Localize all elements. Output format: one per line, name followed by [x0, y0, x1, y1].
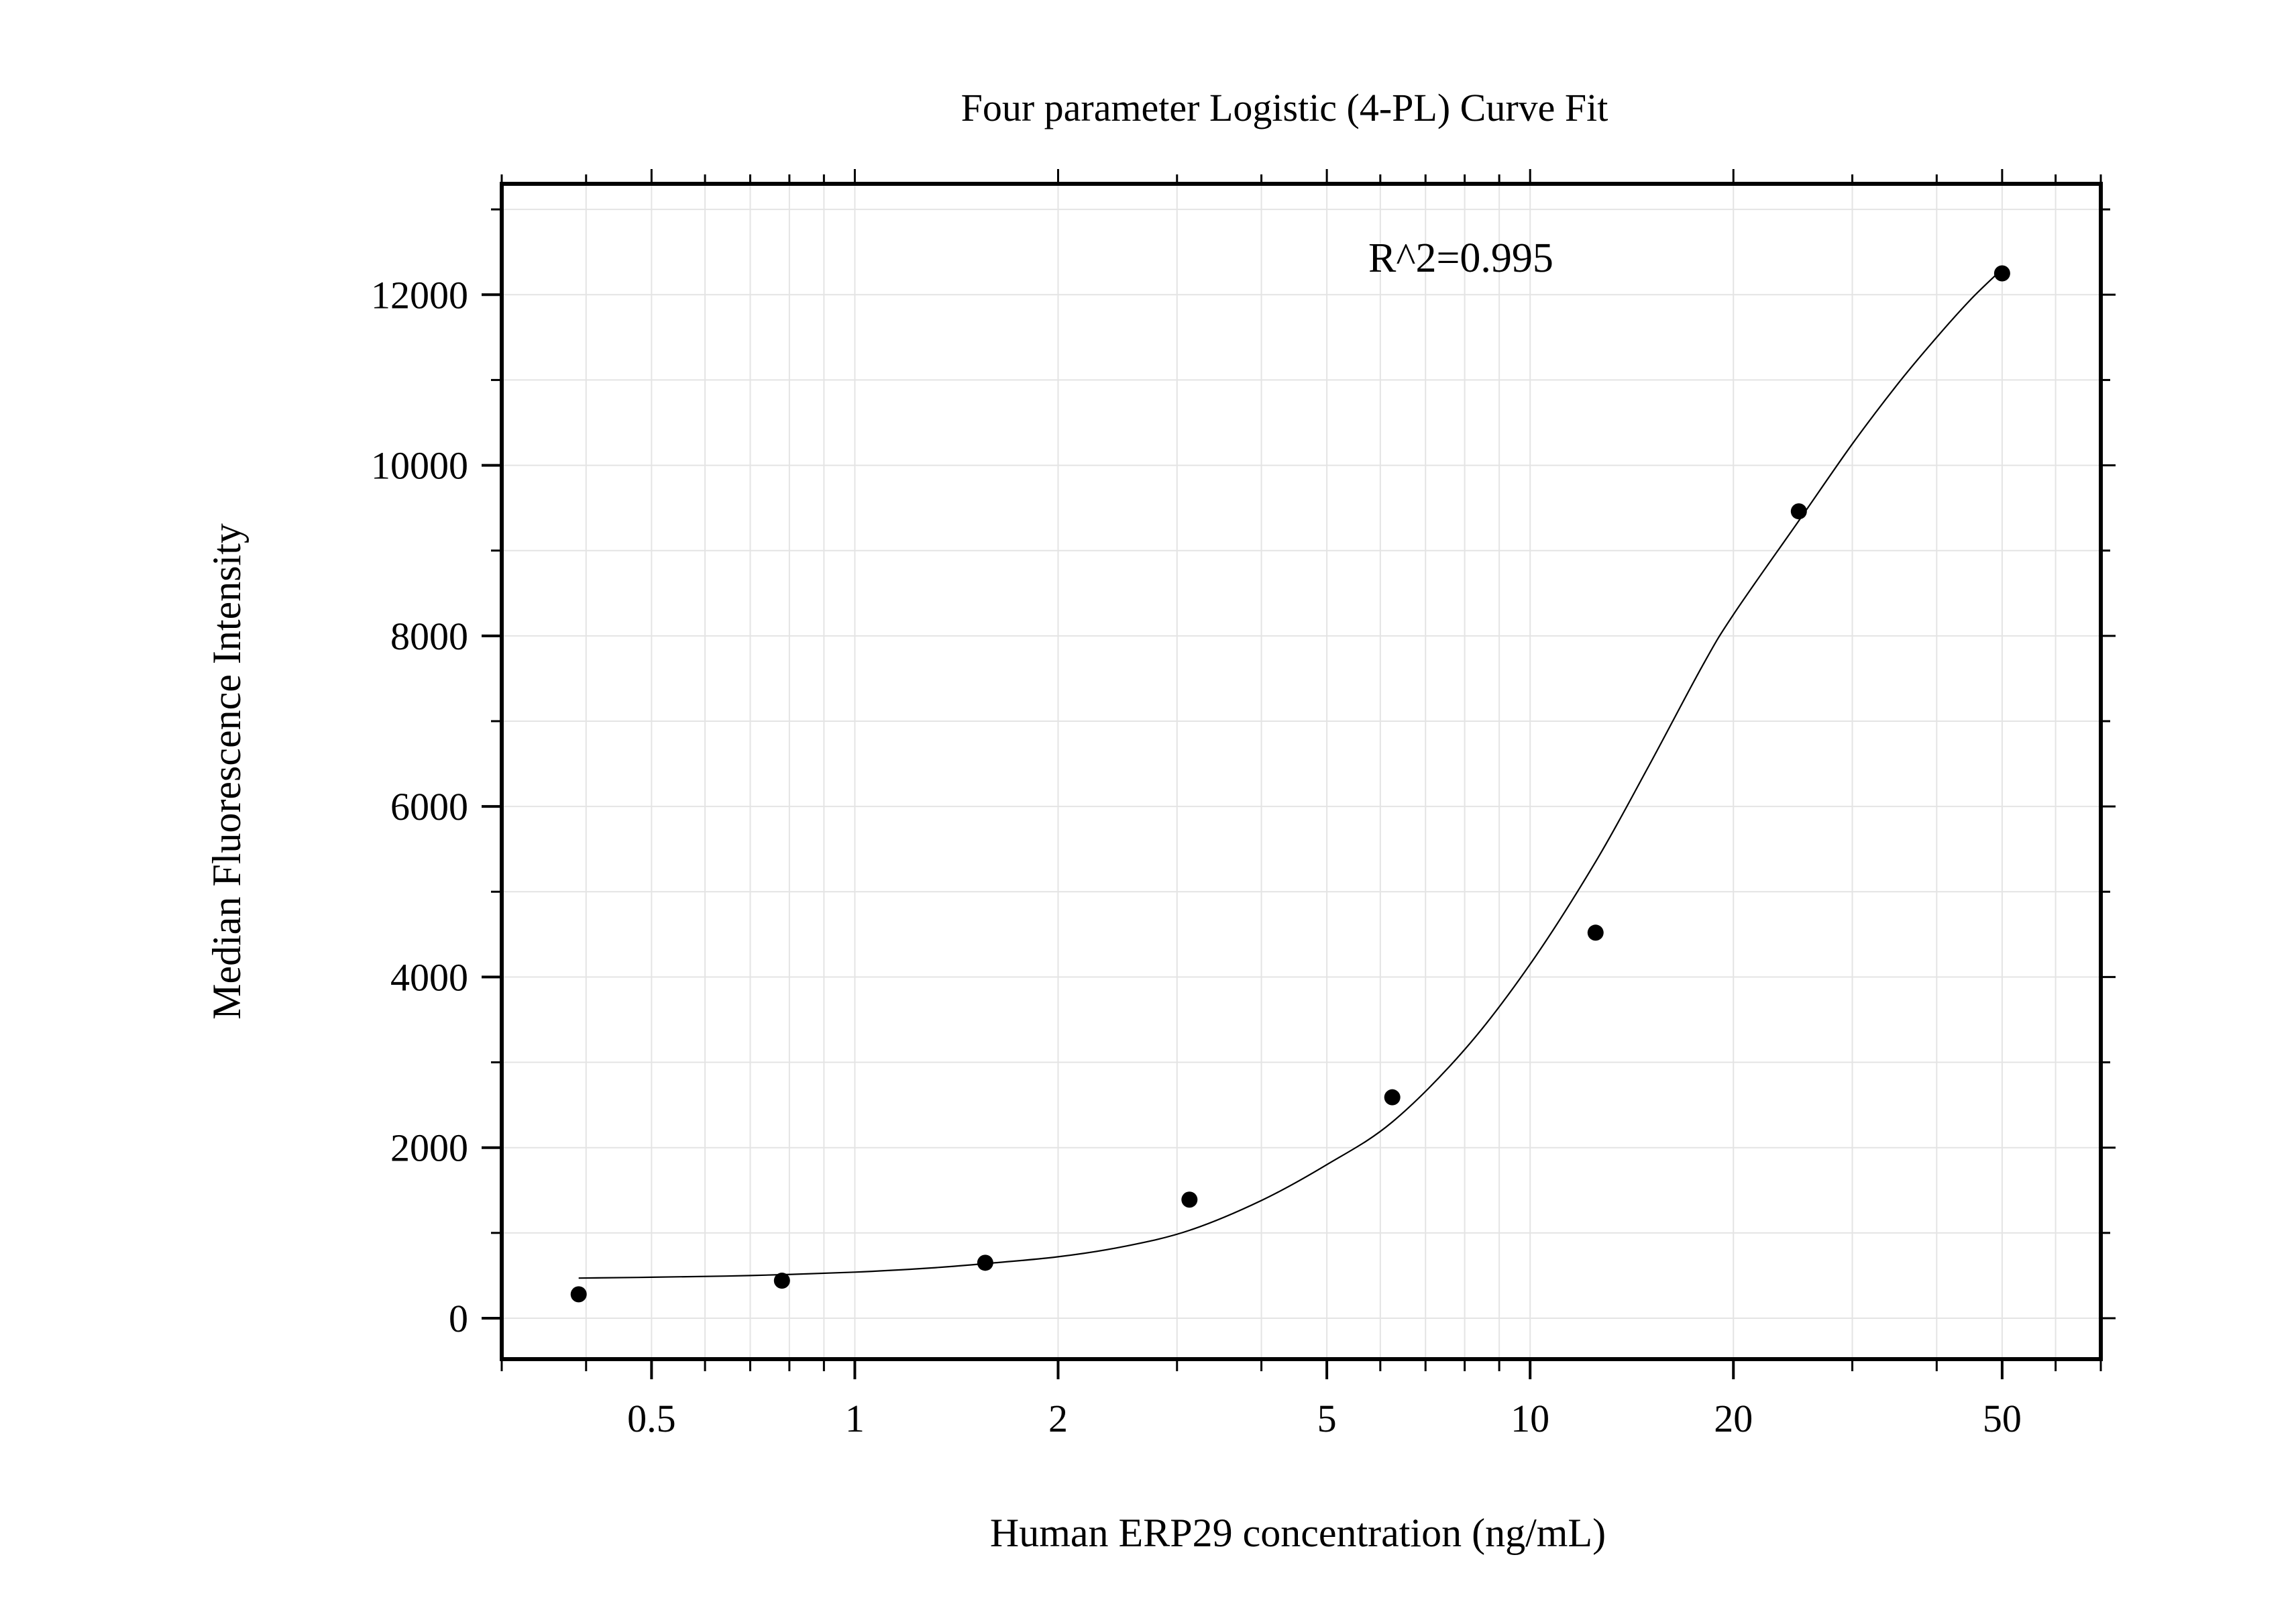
data-point: [1790, 503, 1807, 520]
fit-curve: [578, 268, 2003, 1279]
x-tick-label: 2: [1048, 1397, 1068, 1440]
data-point: [1384, 1089, 1401, 1106]
chart-title: Four parameter Logistic (4-PL) Curve Fit: [961, 86, 1608, 129]
grid: [501, 184, 2101, 1359]
tick-labels: 0.5 1 2 5 10 20 50 0 2000 4000 6000 8000 10000 12000: [371, 273, 2022, 1440]
plot-frame: [500, 182, 2103, 1361]
x-tick-label: 20: [1714, 1397, 1753, 1440]
data-point: [570, 1286, 587, 1303]
y-tick-label: 8000: [390, 614, 468, 658]
x-tick-label: 0.5: [627, 1397, 676, 1440]
y-axis-label: Median Fluorescence Intensity: [205, 523, 249, 1020]
x-tick-label: 5: [1317, 1397, 1337, 1440]
y-tick-label: 0: [449, 1297, 468, 1340]
y-tick-label: 12000: [371, 273, 468, 317]
y-tick-label: 4000: [390, 955, 468, 999]
x-axis-label: Human ERP29 concentration (ng/mL): [990, 1511, 1606, 1555]
data-points: [570, 265, 2010, 1303]
y-tick-label: 10000: [371, 444, 468, 488]
data-point: [1181, 1191, 1198, 1208]
data-point: [773, 1273, 790, 1289]
data-point: [1993, 265, 2010, 282]
y-tick-label: 2000: [390, 1126, 468, 1170]
x-tick-label: 10: [1511, 1397, 1549, 1440]
r-squared-annotation: R^2=0.995: [1368, 235, 1553, 281]
data-point: [1587, 924, 1604, 941]
x-tick-label: 50: [1983, 1397, 2022, 1440]
axis-ticks: [482, 169, 2116, 1379]
data-point: [977, 1254, 993, 1271]
x-tick-label: 1: [845, 1397, 865, 1440]
y-tick-label: 6000: [390, 785, 468, 828]
